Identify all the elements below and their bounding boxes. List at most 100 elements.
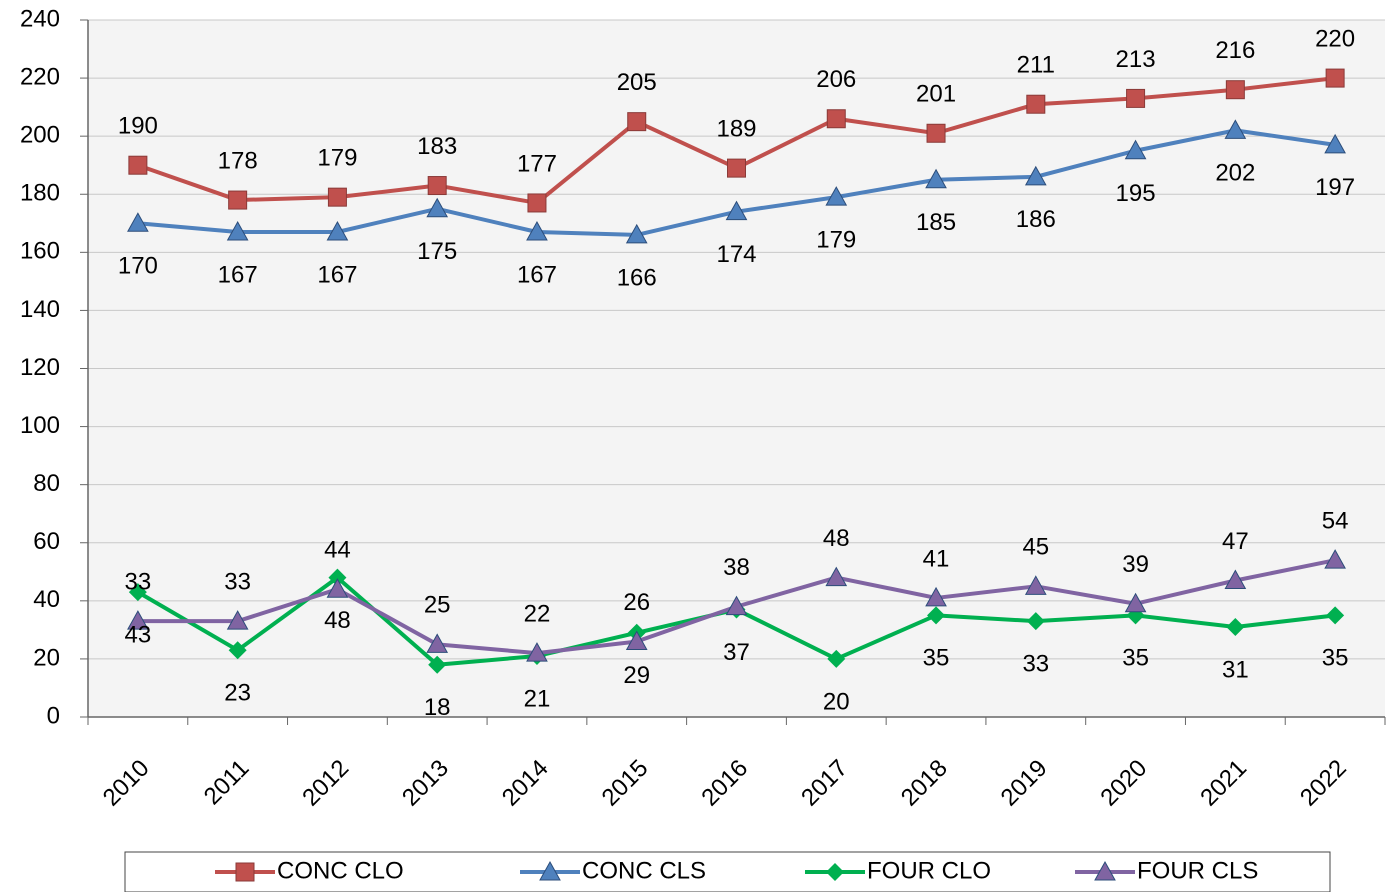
- data-label: 189: [716, 115, 756, 142]
- data-label: 33: [1022, 651, 1049, 678]
- data-label: 211: [1017, 52, 1055, 79]
- data-point: [527, 193, 547, 213]
- legend-marker: [235, 862, 255, 882]
- data-point: [925, 586, 947, 607]
- data-point: [1326, 606, 1345, 625]
- data-label: 205: [617, 69, 657, 96]
- data-label: 39: [1122, 551, 1149, 578]
- x-tick-label: 2010: [98, 755, 155, 812]
- data-label: 35: [923, 645, 950, 672]
- data-point: [1026, 612, 1045, 631]
- x-tick-label: 2019: [996, 755, 1053, 812]
- legend-label: FOUR CLO: [867, 857, 991, 884]
- data-label: 213: [1116, 46, 1156, 73]
- data-point: [127, 212, 149, 232]
- data-point: [128, 155, 148, 175]
- data-label: 167: [218, 261, 258, 288]
- data-label: 35: [1122, 645, 1149, 672]
- data-point: [127, 610, 149, 630]
- data-point: [1124, 139, 1147, 160]
- legend-label: CONC CLO: [277, 857, 404, 884]
- data-label: 177: [517, 150, 557, 177]
- data-point: [927, 606, 946, 625]
- y-tick-label: 160: [20, 238, 60, 265]
- data-point: [725, 200, 748, 221]
- data-label: 23: [224, 680, 251, 707]
- data-point: [128, 583, 147, 602]
- data-label: 33: [224, 569, 251, 596]
- data-point: [226, 220, 249, 241]
- data-label: 44: [324, 537, 351, 564]
- data-label: 37: [723, 639, 750, 666]
- data-point: [825, 186, 848, 206]
- data-point: [326, 578, 349, 598]
- y-tick-label: 40: [33, 586, 60, 613]
- data-label: 43: [125, 621, 152, 648]
- data-label: 167: [517, 261, 557, 288]
- data-point: [727, 158, 746, 178]
- data-point: [1224, 569, 1247, 590]
- y-tick-label: 120: [20, 354, 60, 381]
- data-label: 45: [1022, 534, 1049, 561]
- data-point: [1024, 165, 1047, 186]
- data-point: [1225, 80, 1245, 100]
- data-label: 190: [118, 113, 158, 140]
- data-label: 179: [816, 226, 856, 253]
- data-point: [1024, 575, 1047, 595]
- data-label: 216: [1215, 37, 1255, 64]
- data-label: 35: [1322, 645, 1349, 672]
- legend-marker: [826, 863, 844, 881]
- data-point: [827, 649, 846, 668]
- legend-marker: [539, 860, 561, 881]
- y-tick-label: 240: [20, 5, 60, 32]
- data-label: 47: [1222, 528, 1249, 555]
- x-tick-label: 2017: [796, 755, 853, 812]
- legend-label: FOUR CLS: [1137, 857, 1258, 884]
- data-point: [926, 123, 946, 143]
- data-label: 33: [125, 569, 152, 596]
- x-tick-label: 2022: [1295, 755, 1352, 812]
- data-point: [1224, 119, 1247, 139]
- y-tick-label: 20: [33, 644, 60, 671]
- data-label: 29: [623, 662, 650, 689]
- y-tick-label: 140: [20, 296, 60, 323]
- y-tick-label: 60: [33, 528, 60, 555]
- data-point: [1124, 592, 1147, 613]
- y-tick-label: 80: [33, 470, 60, 497]
- y-tick-label: 100: [20, 412, 60, 439]
- data-point: [825, 566, 848, 587]
- data-point: [226, 610, 249, 630]
- data-point: [228, 190, 248, 210]
- x-tick-label: 2014: [497, 755, 554, 812]
- data-label: 185: [916, 209, 956, 236]
- data-label: 170: [118, 253, 158, 280]
- data-point: [1226, 617, 1245, 636]
- y-tick-label: 220: [20, 63, 60, 90]
- data-label: 38: [723, 554, 750, 581]
- data-point: [1324, 133, 1346, 154]
- data-point: [925, 168, 947, 189]
- data-label: 22: [524, 600, 551, 627]
- data-point: [526, 220, 548, 241]
- legend-marker: [1094, 860, 1116, 881]
- data-label: 31: [1222, 656, 1249, 683]
- data-label: 20: [823, 688, 850, 715]
- x-tick-label: 2013: [397, 755, 454, 812]
- y-tick-label: 180: [20, 180, 60, 207]
- data-point: [228, 641, 247, 660]
- data-label: 206: [816, 66, 856, 93]
- x-tick-label: 2016: [696, 755, 753, 812]
- data-label: 178: [218, 147, 258, 174]
- x-tick-label: 2021: [1195, 755, 1252, 812]
- y-tick-label: 0: [47, 702, 60, 729]
- data-label: 197: [1315, 174, 1355, 201]
- data-point: [1325, 68, 1345, 88]
- data-point: [328, 568, 347, 587]
- grid: [80, 19, 1385, 718]
- data-label: 167: [317, 261, 357, 288]
- lines: [127, 68, 1346, 674]
- x-tick-label: 2018: [896, 755, 953, 812]
- data-point: [526, 642, 548, 662]
- data-label: 21: [524, 685, 551, 712]
